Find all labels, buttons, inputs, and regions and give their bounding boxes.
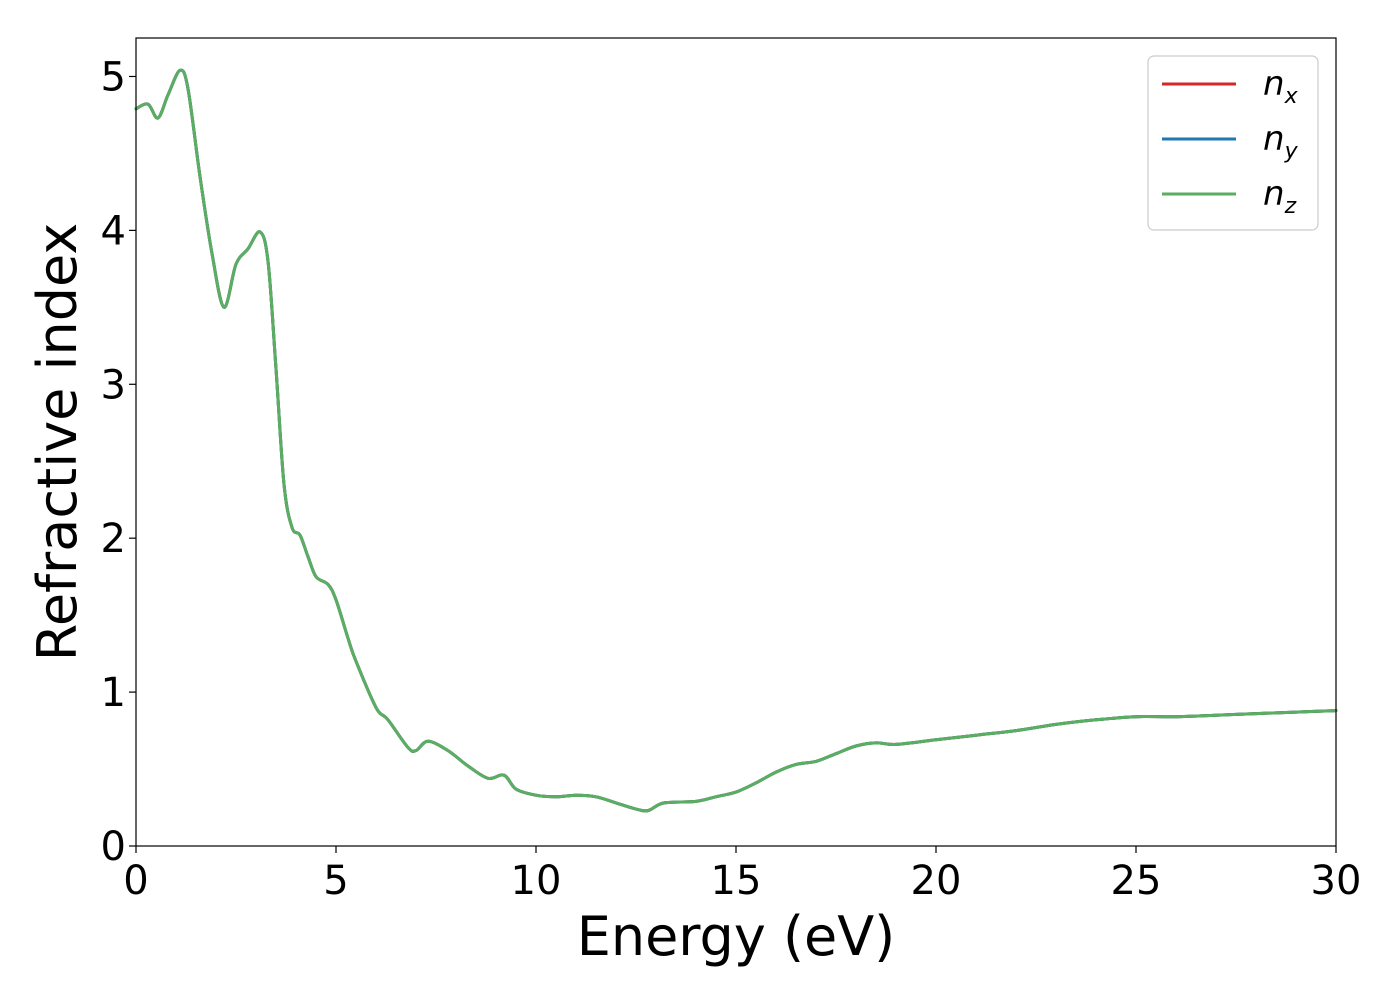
y-tick-label: 0: [101, 824, 126, 870]
legend-label-nx: nx: [1263, 64, 1299, 109]
y-tick-label: 2: [101, 516, 126, 562]
legend-label-nz: nz: [1263, 174, 1297, 219]
y-tick-label: 3: [101, 362, 126, 408]
legend-box: [1147, 55, 1319, 231]
x-tick-label: 5: [323, 858, 348, 904]
x-tick-label: 20: [911, 858, 962, 904]
y-axis-label: Refractive index: [26, 223, 89, 662]
x-axis-ticks: 0 5 10 15 20 25 30: [123, 846, 1361, 904]
legend: nx ny nz: [1147, 55, 1319, 231]
x-tick-label: 25: [1111, 858, 1162, 904]
y-tick-label: 5: [101, 54, 126, 100]
x-tick-label: 30: [1311, 858, 1362, 904]
x-tick-label: 15: [711, 858, 762, 904]
series-layer: [134, 68, 1338, 813]
y-axis-ticks: 0 1 2 3 4 5: [101, 54, 136, 870]
y-tick-label: 4: [101, 208, 126, 254]
legend-label-ny: ny: [1263, 119, 1299, 164]
series-line-nz: [134, 68, 1338, 813]
x-tick-label: 10: [511, 858, 562, 904]
x-tick-label: 0: [123, 858, 148, 904]
y-tick-label: 1: [101, 670, 126, 716]
x-axis-label: Energy (eV): [577, 905, 896, 968]
